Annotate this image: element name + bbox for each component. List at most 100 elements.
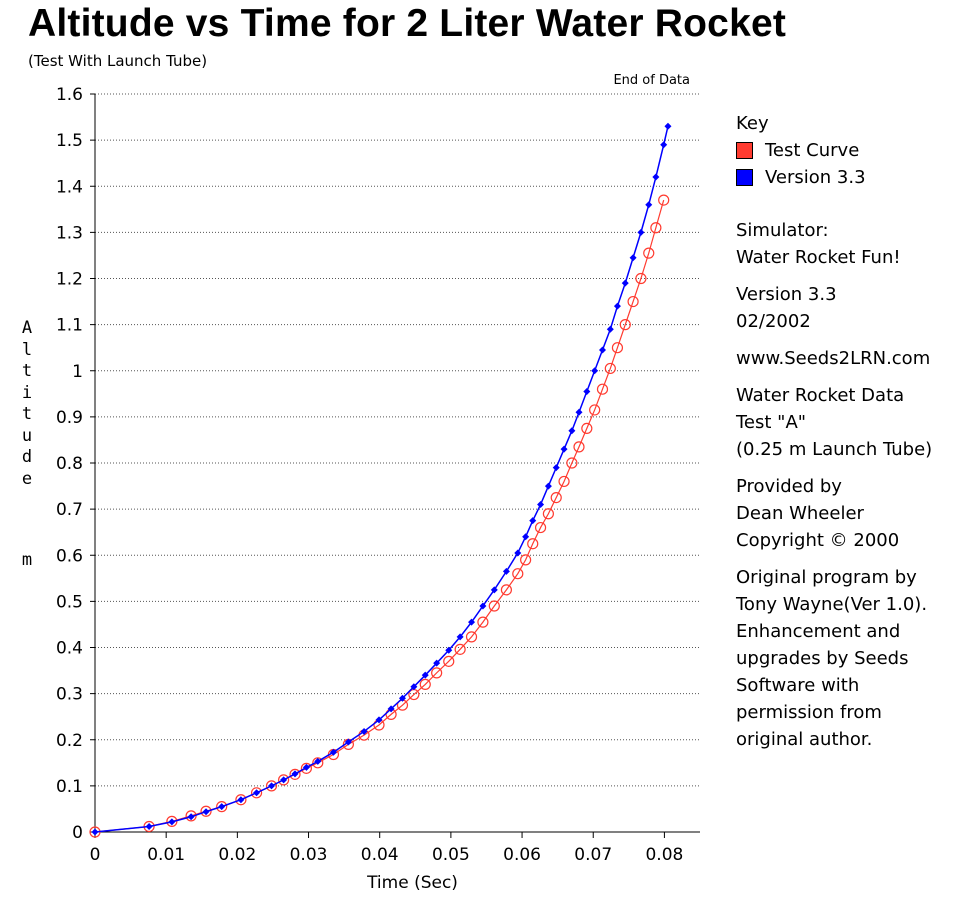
test-curve-point <box>635 272 647 285</box>
y-axis-label-letter: i <box>21 382 33 403</box>
y-axis-label-letter: l <box>21 339 33 360</box>
test-curve-point <box>419 678 431 691</box>
version-curve-point <box>529 517 537 525</box>
x-tick-label: 0.04 <box>361 845 399 865</box>
version-curve-point <box>237 796 245 804</box>
test-curve-point <box>512 568 524 580</box>
y-axis-label-letter: u <box>21 425 33 446</box>
y-tick-label: 0.3 <box>56 685 83 705</box>
y-tick-label: 1.3 <box>56 223 83 243</box>
provided-line-3: Copyright © 2000 <box>736 530 900 551</box>
version-curve-point <box>660 141 668 149</box>
y-axis-label-letter: A <box>21 318 33 338</box>
version-curve-point <box>621 279 629 287</box>
version-curve-point <box>645 201 653 209</box>
test-curve-point <box>465 631 478 643</box>
version-curve-point <box>445 646 453 654</box>
version-curve-point <box>468 618 476 626</box>
test-curve-point <box>627 295 639 308</box>
test-curve-point <box>534 521 547 534</box>
test-curve-point <box>604 362 616 375</box>
version-curve-point <box>514 549 522 557</box>
x-axis-label: Time (Sec) <box>366 873 458 893</box>
test-curve-point <box>650 222 662 234</box>
version-curve-point <box>344 738 352 746</box>
test-curve-point <box>454 643 466 655</box>
version-curve-point <box>544 482 552 490</box>
test-curve-point <box>581 422 593 435</box>
version-curve-point <box>421 671 429 679</box>
test-curve-point <box>573 441 585 453</box>
y-tick-label: 0.7 <box>56 500 83 520</box>
y-axis-label-letter: t <box>21 404 33 424</box>
y-tick-label: 1.1 <box>56 316 83 336</box>
website: www.Seeds2LRN.com <box>736 348 931 369</box>
credits-line-1: Original program by <box>736 567 917 588</box>
version-curve-point <box>652 173 660 181</box>
test-curve-point <box>500 584 512 596</box>
y-tick-label: 0 <box>72 823 83 843</box>
version-curve-point <box>598 346 606 354</box>
chart-title: Altitude vs Time for 2 Liter Water Rocke… <box>28 2 787 45</box>
version-curve-point <box>637 228 645 236</box>
test-curve-point <box>443 655 455 667</box>
test-curve-point <box>235 794 247 806</box>
test-curve-point <box>431 667 443 679</box>
version-curve-point <box>568 427 576 435</box>
legend-swatch-blue <box>736 169 753 186</box>
test-curve-line <box>94 199 665 833</box>
credits-line-7: original author. <box>736 729 873 750</box>
simulator-line-1: Simulator: <box>736 220 829 241</box>
y-tick-label: 0.2 <box>56 731 83 751</box>
y-tick-label: 0.5 <box>56 592 83 612</box>
version-curve-point <box>91 828 99 836</box>
test-curve-point <box>312 757 324 769</box>
version-curve-point <box>145 822 153 830</box>
version-curve-point <box>490 586 498 594</box>
provided-line-1: Provided by <box>736 476 842 497</box>
version-curve-line <box>94 126 669 833</box>
credits-line-4: upgrades by Seeds <box>736 648 909 669</box>
test-curve-point <box>289 768 301 780</box>
y-axis-label-letter: d <box>21 447 33 467</box>
legend-label: Test Curve <box>765 140 860 161</box>
version-curve-point <box>360 727 368 735</box>
version-curve-point <box>168 818 176 826</box>
test-curve-point <box>619 319 631 331</box>
simulator-line-2: Water Rocket Fun! <box>736 247 901 268</box>
end-of-data-annotation: End of Data <box>613 73 690 88</box>
y-tick-label: 1 <box>72 362 83 382</box>
test-curve-point <box>520 554 532 566</box>
version-curve-point <box>375 716 383 724</box>
y-axis-label-letter: e <box>21 468 33 489</box>
chart-subtitle: (Test With Launch Tube) <box>28 52 208 70</box>
version-curve-point <box>302 763 310 771</box>
version-curve-point <box>387 705 395 713</box>
test-curve-point <box>542 508 554 520</box>
legend-title: Key <box>736 113 769 134</box>
test-curve-point <box>488 600 500 612</box>
version-curve-point <box>433 659 441 667</box>
version-curve-point <box>268 782 276 790</box>
version-curve-point <box>253 789 261 797</box>
version-curve-point <box>560 445 568 453</box>
version-curve-point <box>606 325 614 333</box>
x-tick-label: 0.02 <box>218 845 256 865</box>
test-curve-point <box>596 383 609 395</box>
info-panel: Key Test Curve Version 3.3 Simulator: Wa… <box>736 110 976 753</box>
test-curve-point <box>250 787 263 799</box>
version-curve-point <box>456 633 464 641</box>
data-source-line-2: Test "A" <box>736 412 807 433</box>
test-curve-point <box>216 801 228 813</box>
test-curve-point <box>566 457 578 469</box>
version-curve-point <box>291 770 299 778</box>
x-tick-label: 0.05 <box>432 845 470 865</box>
version-curve-point <box>398 694 406 702</box>
version-curve-point <box>664 122 672 130</box>
version-curve-point <box>280 776 288 784</box>
test-curve-point <box>558 475 570 488</box>
y-axis-label-letter: t <box>21 361 33 381</box>
data-source-line-3: (0.25 m Launch Tube) <box>736 439 933 460</box>
version-curve-point <box>218 803 226 811</box>
